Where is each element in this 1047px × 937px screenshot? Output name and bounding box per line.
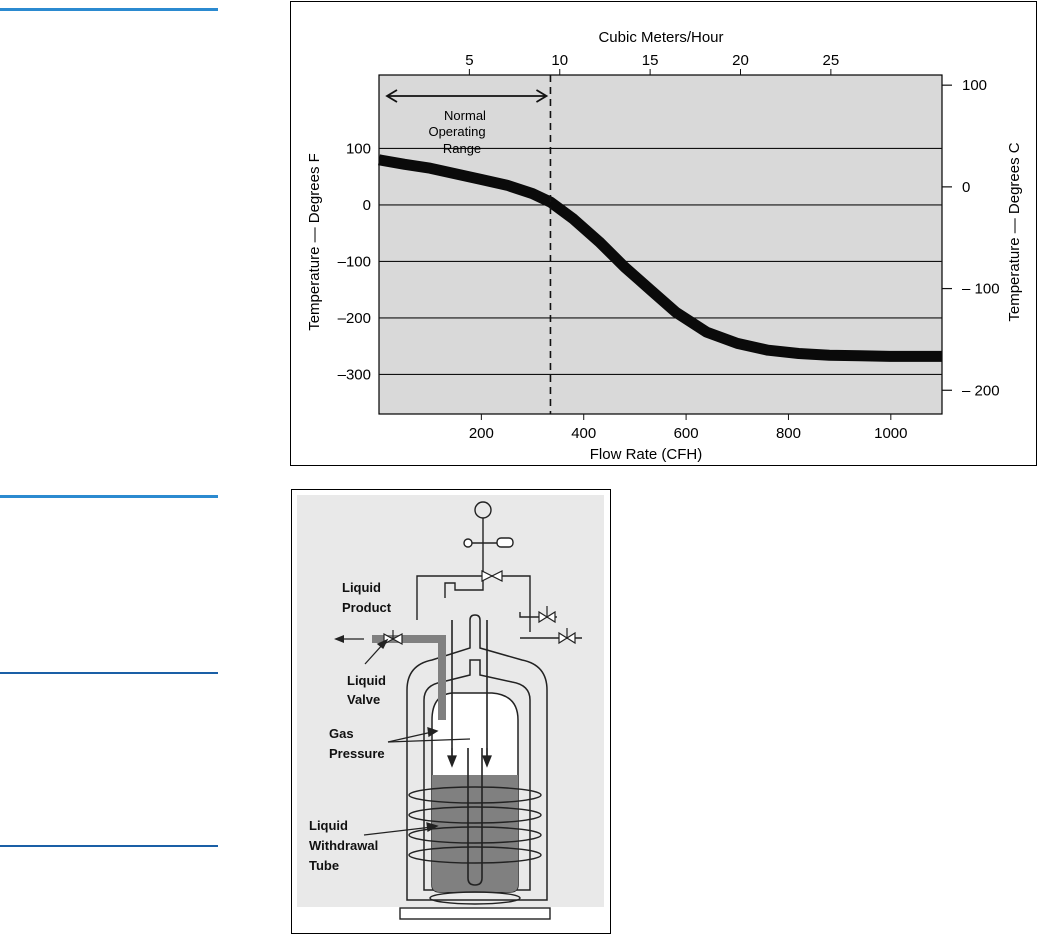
label-withdrawal-1: Liquid — [309, 818, 348, 833]
margin-rule-3 — [0, 672, 218, 674]
diagram-svg: Liquid Product Liquid Valve Gas Pressure… — [297, 495, 604, 920]
right-tick-label: – 200 — [962, 382, 1000, 399]
y-tick-label: 0 — [363, 197, 371, 214]
margin-rule-4 — [0, 845, 218, 847]
temperature-curve — [378, 154, 942, 362]
annotation-line-3: Range — [443, 141, 481, 156]
top-tick-label: 10 — [551, 52, 568, 69]
x-axis-label: Flow Rate (CFH) — [590, 446, 703, 463]
grid-lines — [379, 147, 942, 376]
temperature-flow-chart: 100 0 –100 –200 –300 200 400 600 800 1000 5 10 15 20 2… — [290, 1, 1037, 466]
label-withdrawal-2: Withdrawal — [309, 838, 378, 853]
top-tick-label: 20 — [732, 52, 749, 69]
base-plate — [399, 907, 551, 920]
label-withdrawal-3: Tube — [309, 858, 339, 873]
range-arrow-left — [385, 89, 398, 103]
x-tick-label: 600 — [674, 425, 699, 442]
withdrawal-tube — [451, 620, 488, 886]
right-tick-label: – 100 — [962, 281, 1000, 298]
top-axis-label: Cubic Meters/Hour — [598, 29, 723, 46]
label-liquid-valve-1: Liquid — [347, 673, 386, 688]
valve-top — [481, 570, 576, 645]
right-axis-label: Temperature — Degrees C — [1006, 142, 1023, 321]
x-tick-label: 200 — [469, 425, 494, 442]
y-tick-label: –100 — [338, 253, 371, 270]
y-tick-label: –300 — [338, 366, 371, 383]
annotation-text: Normal Operating Range — [428, 108, 486, 156]
label-arrows — [363, 638, 492, 836]
annotation-line-2: Operating — [428, 124, 485, 139]
liquid-cylinder-diagram: Liquid Product Liquid Valve Gas Pressure… — [291, 489, 611, 934]
label-liquid-valve-2: Valve — [347, 692, 380, 707]
label-gas-pressure-2: Pressure — [329, 746, 385, 761]
label-liquid-product-1: Liquid — [342, 580, 381, 595]
right-tick-label: 100 — [962, 77, 987, 94]
gauge — [463, 501, 514, 585]
heat-coils — [408, 786, 542, 905]
margin-rule-top — [0, 8, 218, 11]
top-tick-label: 25 — [823, 52, 840, 69]
y-tick-label: –200 — [338, 310, 371, 327]
operating-range-group — [385, 75, 552, 414]
range-arrow-right — [535, 89, 549, 103]
label-liquid-product-2: Product — [342, 600, 392, 615]
x-tick-label: 400 — [571, 425, 596, 442]
y-tick-label: 100 — [346, 140, 371, 157]
annotation-line-1: Normal — [444, 108, 486, 123]
label-gas-pressure-1: Gas — [329, 726, 354, 741]
curve-group — [378, 154, 942, 362]
margin-rule-2 — [0, 495, 218, 498]
y-axis-label: Temperature — Degrees F — [306, 153, 323, 331]
x-tick-label: 800 — [776, 425, 801, 442]
top-tick-label: 5 — [465, 52, 473, 69]
right-tick-label: 0 — [962, 179, 970, 196]
outer-vessel — [406, 614, 548, 901]
diagram-labels: Liquid Product Liquid Valve Gas Pressure… — [309, 580, 392, 873]
x-tick-label: 1000 — [874, 425, 907, 442]
top-tick-label: 15 — [642, 52, 659, 69]
